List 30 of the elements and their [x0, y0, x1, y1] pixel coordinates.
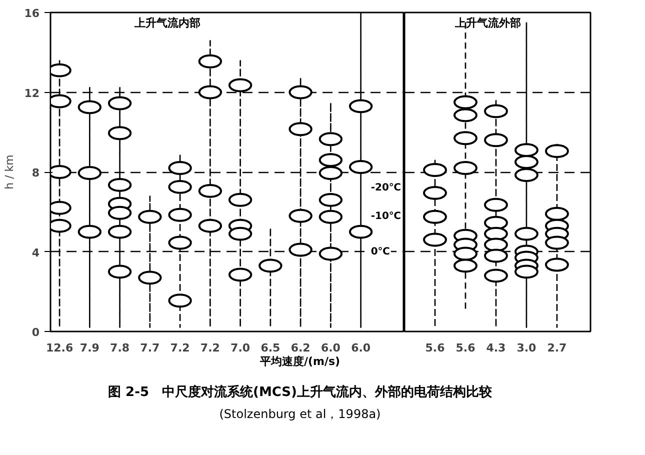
x-tick-label: 7.2 — [200, 342, 220, 354]
text: (Stolzenburg et al，1998a) — [219, 406, 381, 424]
x-tick-label: 7.8 — [110, 342, 130, 354]
x-tick-label: 7.7 — [140, 342, 160, 354]
x-tick-label: 2.7 — [547, 342, 567, 354]
x-tick-label: 5.6 — [425, 342, 446, 354]
y-tick-label: 16 — [24, 7, 40, 20]
annotation: -10℃ — [370, 211, 402, 222]
y-axis-title: h / km — [3, 154, 16, 190]
x-tick-label: 12.6 — [46, 342, 74, 354]
x-tick-label: 7.9 — [80, 342, 100, 354]
x-tick-label: 6.0 — [320, 342, 341, 354]
x-tick-label: 7.2 — [170, 342, 190, 354]
annotation: -20℃ — [370, 182, 402, 194]
x-tick-label: 4.3 — [486, 342, 506, 354]
y-tick-label: 0 — [32, 326, 40, 339]
x-tick-label: 7.0 — [230, 342, 250, 354]
annotation: 0℃ — [370, 246, 390, 258]
y-tick-label: 4 — [32, 246, 40, 260]
y-tick-label: 8 — [32, 166, 40, 180]
chart-title: 上升气流内部 — [133, 16, 200, 30]
x-tick-label: 6.0 — [351, 342, 371, 354]
x-tick-label: 6.5 — [260, 342, 280, 354]
caption: 图 2-5 中尺度对流系统(MCS)上升气流内、外部的电荷结构比较 — [108, 384, 492, 402]
chart-title: 上升气流外部 — [454, 16, 522, 30]
x-tick-label: 6.2 — [290, 342, 310, 354]
x-tick-label: 5.6 — [456, 342, 476, 354]
y-tick-label: 12 — [24, 86, 40, 100]
x-tick-label: 3.0 — [516, 342, 537, 354]
x-axis-title: 平均速度/(m/s) — [260, 354, 340, 370]
